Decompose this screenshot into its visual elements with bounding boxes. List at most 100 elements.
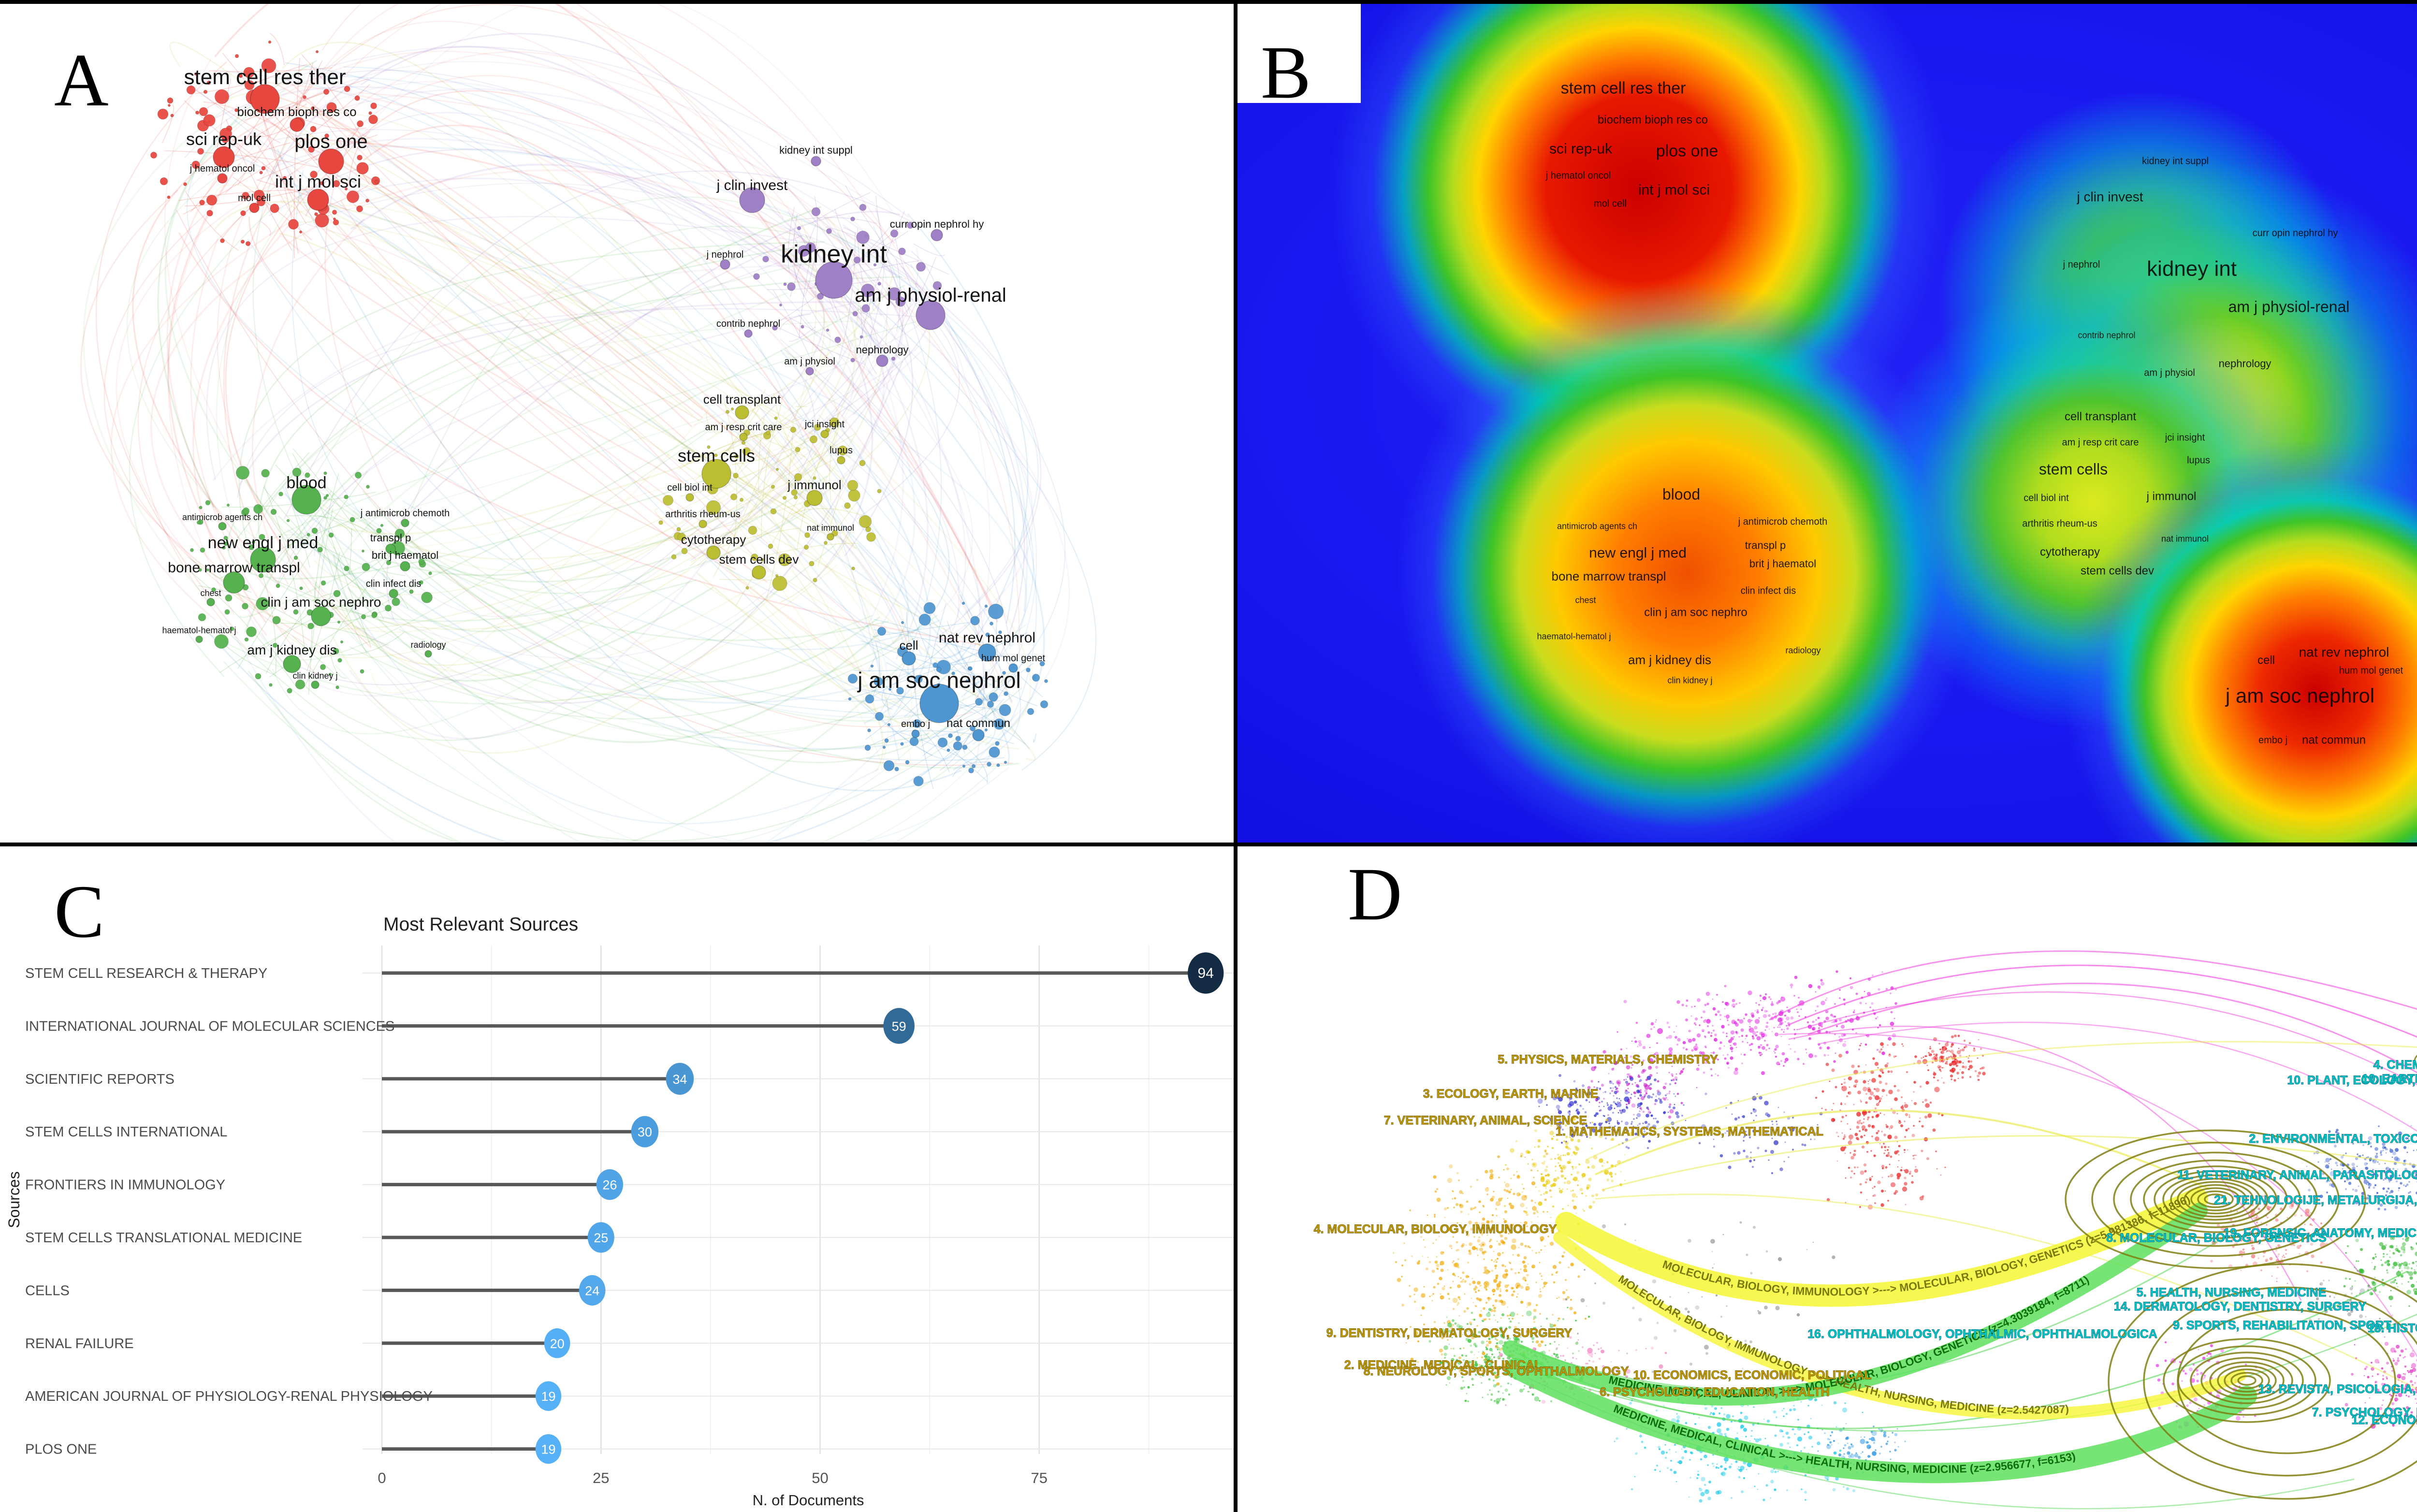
figure-top-border: [0, 0, 2417, 4]
source-category-label: CELLS: [25, 1283, 70, 1298]
cited-discipline-label: 2. ENVIRONMENTAL, TOXICOLOGY, NUTRITION: [2249, 1132, 2417, 1146]
panel-c-most-relevant-sources-chart: 94 STEM CELL RESEARCH & THERAPY 59 INTERNAT…: [0, 846, 1235, 1512]
lollipop-bubble: [631, 1116, 659, 1148]
panel-letter-a: A: [54, 38, 109, 122]
journal-node-label: kidney int: [781, 240, 887, 268]
cited-discipline-label: 4. CHEMISTRY, MATERIALS, PHYSICS: [2373, 1058, 2417, 1072]
citing-discipline-label: 4. MOLECULAR, BIOLOGY, IMMUNOLOGY: [1314, 1222, 1557, 1236]
journal-node-label: int j mol sci: [275, 172, 361, 191]
density-blob: [1329, 4, 1948, 498]
network-edges: [80, 0, 1097, 911]
cited-discipline-label: 19. FORENSIC, ANATOMY, MEDICINE: [2223, 1226, 2417, 1240]
density-journal-label: new engl j med: [1589, 545, 1687, 561]
cited-discipline-label: 9. SPORTS, REHABILITATION, SPORT: [2173, 1319, 2391, 1332]
journal-node-label: cell: [899, 638, 918, 653]
x-tick-label: 50: [812, 1469, 828, 1486]
journal-node-label: contrib nephrol: [716, 319, 780, 329]
journal-node-label: cytotherapy: [681, 532, 746, 547]
citing-discipline-label: 5. PHYSICS, MATERIALS, CHEMISTRY: [1498, 1053, 1718, 1066]
journal-node-label: j clin invest: [716, 177, 788, 193]
citing-discipline-label: 10. ECONOMICS, ECONOMIC, POLITICAL: [1633, 1368, 1871, 1382]
density-journal-label: bone marrow transpl: [1551, 568, 1666, 583]
x-axis-label: N. of Documents: [753, 1492, 864, 1509]
journal-node-label: nat immunol: [807, 523, 854, 533]
citing-discipline-label: 8. NEUROLOGY, SPORTS, OPHTHALMOLOGY: [1364, 1365, 1629, 1378]
lollipop-bubble: [544, 1328, 570, 1358]
lollipop-bubble: [883, 1008, 915, 1044]
density-journal-label: nat commun: [2301, 733, 2366, 747]
discipline-labels: 5. PHYSICS, MATERIALS, CHEMISTRY 3. ECOLO…: [1313, 1053, 2417, 1427]
citing-discipline-label: 3. ECOLOGY, EARTH, MARINE: [1423, 1087, 1599, 1101]
cited-discipline-label: 21. TEHNOLOGIJE, METALURGIJA, MIDEM-JOUR…: [2214, 1193, 2417, 1207]
journal-node-label: hum mol genet: [981, 653, 1046, 664]
journal-node-label: clin j am soc nephro: [261, 595, 381, 610]
lollipop-bubble: [535, 1381, 562, 1411]
density-journal-label: j antimicrob chemoth: [1738, 516, 1828, 527]
panel-a-cocitation-network: stem cell res ther biochem bioph res co sc…: [0, 0, 1234, 911]
density-journal-label: cell: [2257, 654, 2275, 667]
density-journal-label: sci rep-uk: [1549, 141, 1613, 157]
density-journal-label: j hematol oncol: [1545, 170, 1611, 181]
journal-node-label: jci insight: [804, 419, 845, 430]
lollipop-bubble: [535, 1434, 562, 1464]
cited-discipline-label: 10. PLANT, ECOLOGY, ZOOLOGY: [2287, 1074, 2417, 1087]
y-axis-label: Sources: [5, 1171, 23, 1228]
journal-node-label: stem cell res ther: [184, 65, 346, 89]
x-tick-label: 0: [378, 1469, 386, 1486]
density-journal-label: contrib nephrol: [2078, 330, 2136, 340]
lollipop-bubble: [587, 1222, 614, 1253]
density-journal-label: brit j haematol: [1749, 557, 1817, 570]
journal-node-label: j hematol oncol: [189, 163, 255, 174]
journal-node-label: chest: [200, 588, 221, 598]
density-journal-label: arthritis rheum-us: [2022, 518, 2097, 529]
citing-discipline-label: 1. MATHEMATICS, SYSTEMS, MATHEMATICAL: [1556, 1125, 1823, 1138]
journal-node-label: am j resp crit care: [705, 422, 782, 433]
density-blob: [1963, 160, 2417, 662]
x-tick-label: 25: [593, 1469, 609, 1486]
cited-discipline-label: 11. VETERINARY, ANIMAL, PARASITOLOGY: [2177, 1168, 2417, 1182]
density-journal-label: am j physiol: [2144, 367, 2195, 378]
density-journal-label: am j resp crit care: [2062, 437, 2139, 448]
density-journal-label: stem cells: [2038, 460, 2108, 478]
bubble-value: 20: [550, 1337, 565, 1351]
journal-node-label: cell biol int: [667, 482, 713, 493]
panel-b-letter-backing: [1238, 4, 1361, 103]
cited-discipline-label: 12. ECONOMICS, ECONOMIC, POLITICAL: [2351, 1413, 2417, 1427]
bubble-value: 24: [585, 1283, 599, 1298]
density-blob: [1397, 283, 1977, 843]
journal-node-label: j antimicrob chemoth: [360, 508, 450, 519]
density-journal-label: stem cell res ther: [1560, 79, 1686, 98]
cited-discipline-label: 13. REVISTA, PSICOLOGIA, SAUDE: [2258, 1382, 2417, 1396]
cited-discipline-label: 5. HEALTH, NURSING, MEDICINE: [2137, 1286, 2327, 1299]
cited-discipline-label: 18. HISTORY, PHILOSOPHY, RECORDS: [2368, 1322, 2417, 1335]
sources-chart-svg: 94 STEM CELL RESEARCH & THERAPY 59 INTERNAT…: [5, 914, 1235, 1509]
dualmap-svg: MOLECULAR, BIOLOGY, IMMUNOLOGY >---> MOL…: [1313, 950, 2417, 1510]
journal-node-label: nat commun: [946, 717, 1010, 730]
journal-node-label: am j physiol: [784, 356, 835, 367]
cited-discipline-label: 16. OPHTHALMOLOGY, OPHTHALMIC, OPHTHALMO…: [1807, 1327, 2157, 1341]
bubble-value: 19: [541, 1442, 555, 1457]
bubble-value: 26: [602, 1178, 617, 1192]
journal-node-label: j nephrol: [706, 249, 744, 260]
density-journal-label: nephrology: [2218, 357, 2271, 370]
journal-node-label: new engl j med: [208, 534, 319, 552]
density-journal-label: clin j am soc nephro: [1644, 606, 1747, 619]
density-journal-label: j clin invest: [2077, 189, 2143, 204]
bubble-value: 25: [594, 1231, 608, 1245]
journal-node-label: curr opin nephrol hy: [890, 218, 984, 230]
cited-discipline-label: 14. DERMATOLOGY, DENTISTRY, SURGERY: [2114, 1300, 2367, 1313]
lollipop-bubble: [666, 1062, 694, 1095]
journal-node-label: stem cells dev: [719, 552, 799, 567]
journal-node-label: nephrology: [856, 344, 909, 356]
density-journal-label: clin infect dis: [1740, 585, 1796, 596]
density-journal-label: plos one: [1656, 142, 1718, 160]
journal-node-label: haematol-hematol j: [162, 625, 236, 635]
density-journal-label: am j kidney dis: [1628, 652, 1711, 667]
density-journal-label: int j mol sci: [1638, 182, 1710, 198]
chart-gridlines: [363, 945, 1235, 1454]
bubble-value: 34: [672, 1072, 687, 1087]
density-journal-label: jci insight: [2165, 432, 2205, 443]
density-journal-label: cell transplant: [2064, 410, 2137, 423]
density-journal-label: j nephrol: [2063, 259, 2100, 270]
